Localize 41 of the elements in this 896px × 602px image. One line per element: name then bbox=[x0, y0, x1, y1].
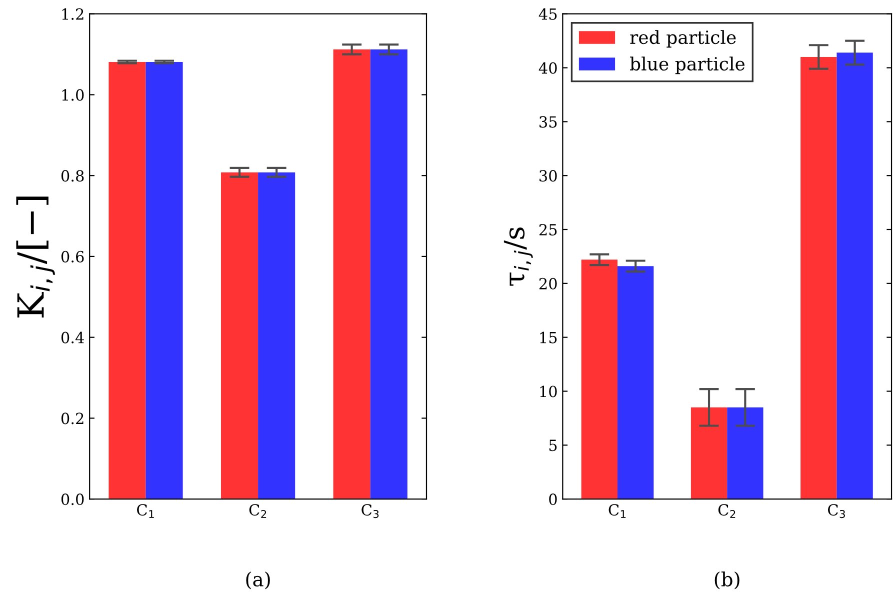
x-tick-label: C$_{3}$ bbox=[828, 504, 845, 518]
bar bbox=[836, 52, 873, 500]
bar bbox=[617, 266, 654, 500]
y-tick-label: 0.8 bbox=[61, 170, 84, 182]
bar bbox=[800, 56, 837, 500]
x-tick-label: C$_{3}$ bbox=[362, 504, 379, 518]
bar bbox=[220, 172, 258, 500]
x-tick-label: C$_{2}$ bbox=[249, 504, 266, 518]
y-tick-label: 1.2 bbox=[62, 8, 84, 20]
y-axis-title: τ$_{i,j}$/s bbox=[504, 228, 533, 286]
x-axis-title: (a) bbox=[246, 571, 270, 590]
y-tick-label: 5 bbox=[549, 440, 557, 452]
bar bbox=[690, 407, 728, 500]
y-tick-label: 0.0 bbox=[61, 494, 84, 506]
y-tick-label: 35 bbox=[540, 116, 557, 128]
y-tick-label: 0 bbox=[549, 494, 557, 506]
x-tick-label: C$_{1}$ bbox=[137, 504, 154, 518]
bar bbox=[146, 62, 183, 500]
y-tick-label: 10 bbox=[540, 386, 557, 398]
y-tick-label: 45 bbox=[538, 8, 557, 20]
y-tick-label: 30 bbox=[540, 170, 557, 182]
x-axis-title: (b) bbox=[714, 571, 740, 590]
bar bbox=[370, 49, 408, 500]
y-tick-label: 0.6 bbox=[61, 250, 84, 262]
y-tick-label: 40 bbox=[538, 62, 557, 74]
y-tick-label: 0.2 bbox=[61, 412, 84, 424]
legend-label: blue particle bbox=[630, 56, 745, 74]
bar bbox=[333, 49, 370, 500]
legend-label: red particle bbox=[630, 30, 736, 48]
y-axis-title: K$_{i,j}$/[−] bbox=[16, 196, 55, 318]
x-tick-label: C$_{1}$ bbox=[608, 504, 626, 518]
bar bbox=[108, 62, 146, 500]
bar bbox=[581, 260, 618, 500]
y-tick-label: 0.4 bbox=[61, 332, 84, 344]
y-tick-label: 20 bbox=[539, 278, 557, 290]
bar bbox=[727, 407, 764, 500]
x-tick-label: C$_{2}$ bbox=[718, 504, 736, 518]
y-tick-label: 1.0 bbox=[62, 89, 84, 101]
bar bbox=[258, 172, 296, 500]
y-tick-label: 15 bbox=[540, 332, 557, 344]
y-tick-label: 25 bbox=[539, 224, 557, 236]
